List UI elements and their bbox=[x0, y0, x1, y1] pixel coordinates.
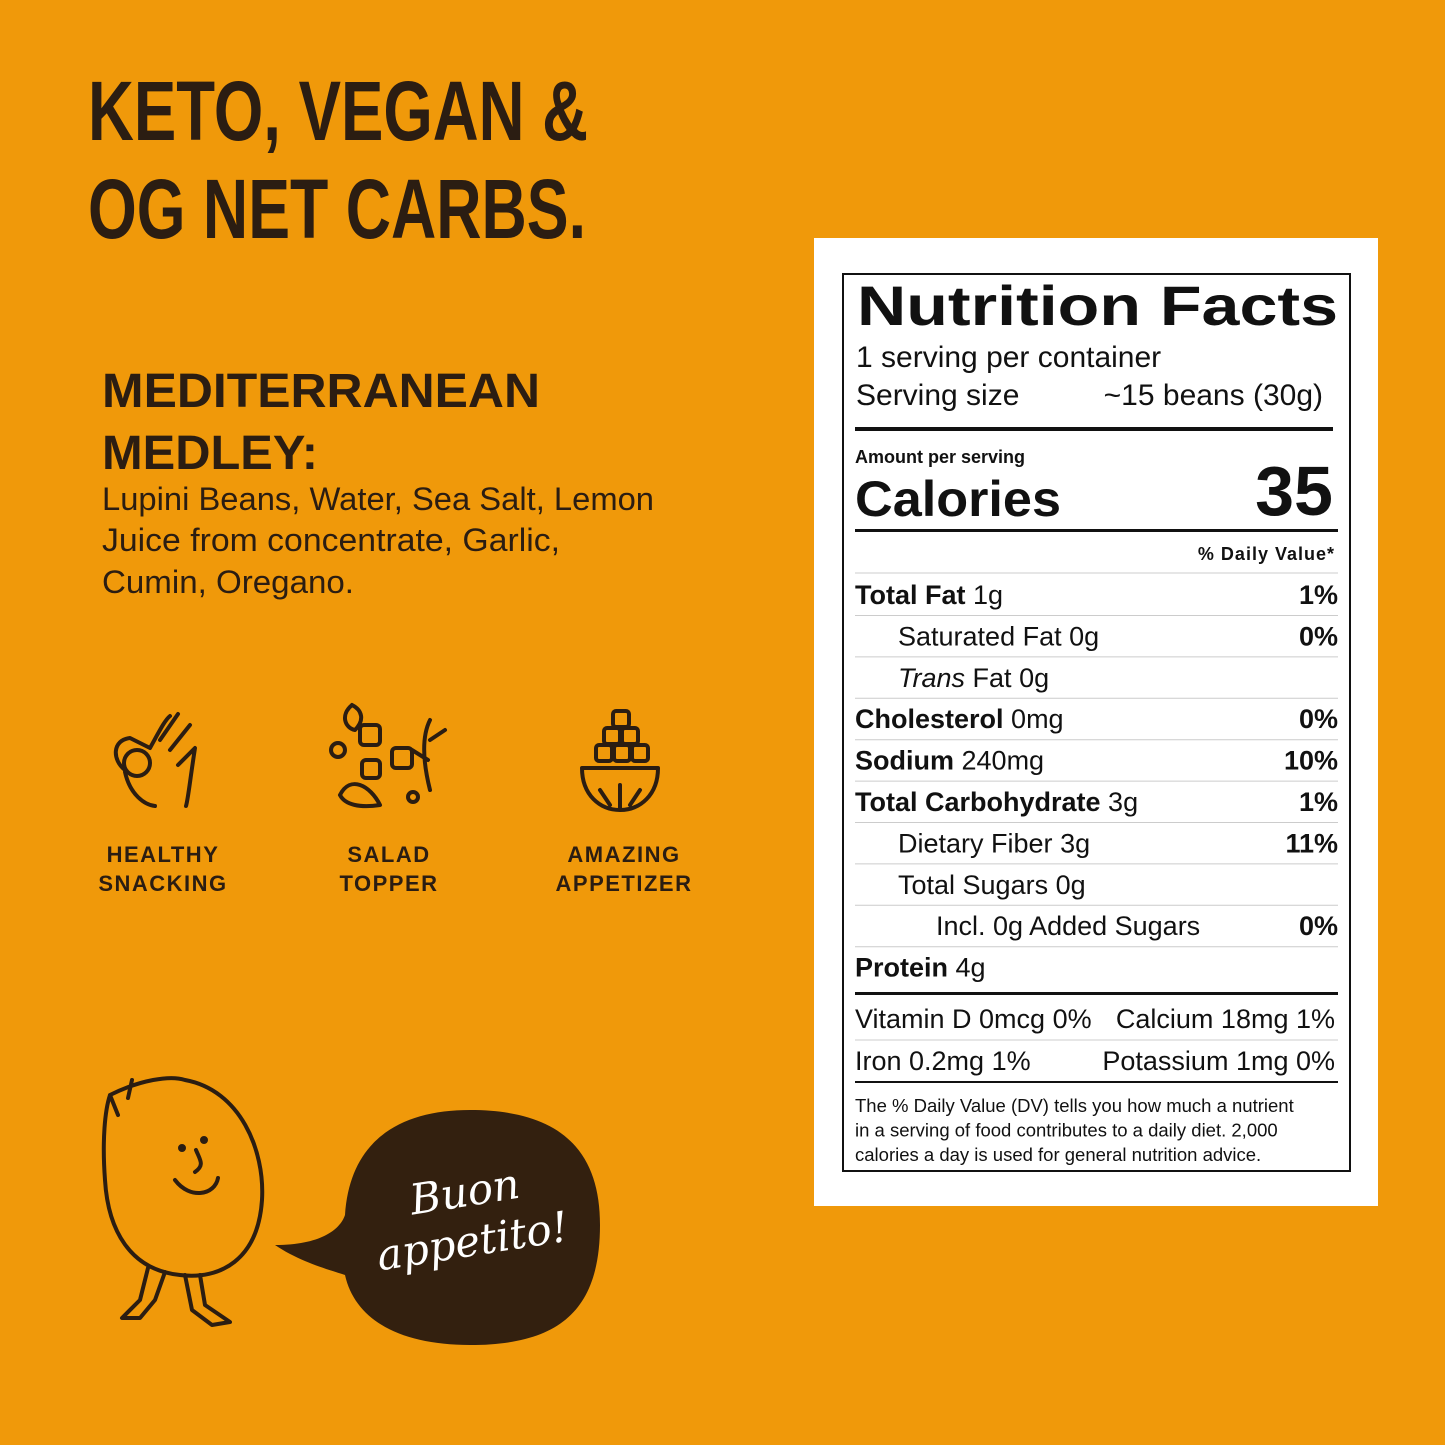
nf-title: Nutrition Facts bbox=[857, 274, 1338, 337]
nf-amount: 0g bbox=[1019, 663, 1049, 693]
nf-dv: 0% bbox=[1299, 621, 1338, 651]
nf-amount: 4g bbox=[956, 953, 986, 983]
uses: HEALTHY SNACKING SALAD TOPPER AMAZING APPETIZ… bbox=[98, 842, 693, 896]
nf-amount: 3g bbox=[1060, 828, 1090, 858]
label-card bbox=[814, 238, 1378, 1206]
nf-calories-label: Calories bbox=[855, 471, 1061, 527]
nf-row: Total Sugars 0g bbox=[898, 870, 1086, 900]
nf-name: Incl. 0g Added Sugars bbox=[936, 911, 1200, 941]
use-label: AMAZING bbox=[567, 842, 680, 867]
nf-micro: Vitamin D 0mcg 0% bbox=[855, 1004, 1092, 1034]
nf-micro: Iron 0.2mg 1% bbox=[855, 1046, 1031, 1076]
salad-icon bbox=[329, 703, 447, 809]
nf-row: Dietary Fiber 3g bbox=[898, 828, 1090, 858]
ingredients-text: Cumin, Oregano. bbox=[102, 564, 354, 600]
nf-italic: Trans bbox=[898, 663, 965, 693]
use-label: SALAD bbox=[347, 842, 430, 867]
nf-dv: 1% bbox=[1299, 787, 1338, 817]
nf-dv: 0% bbox=[1299, 911, 1338, 941]
nf-dv: 11% bbox=[1285, 828, 1338, 858]
nf-name: Total Carbohydrate bbox=[855, 787, 1101, 817]
nf-amount: 3g bbox=[1108, 787, 1138, 817]
label-border bbox=[842, 273, 1351, 1172]
ingredients-title: MEDITERRANEAN bbox=[102, 365, 540, 418]
nf-row: Cholesterol 0mg bbox=[855, 704, 1064, 734]
nf-dv-header: % Daily Value* bbox=[1198, 544, 1335, 564]
use-label: APPETIZER bbox=[556, 871, 693, 896]
bean-character bbox=[101, 1076, 265, 1327]
nf-name: Total Fat bbox=[855, 580, 966, 610]
ingredients-title: MEDLEY: bbox=[102, 427, 318, 480]
nf-amount: 0mg bbox=[1011, 704, 1064, 734]
ingredients-text: Juice from concentrate, Garlic, bbox=[102, 522, 560, 558]
rule bbox=[855, 427, 1333, 431]
speech-bubble bbox=[275, 1110, 600, 1345]
nf-amount: 240mg bbox=[962, 746, 1045, 776]
nf-name: Dietary Fiber bbox=[898, 828, 1053, 858]
nf-serving-label: Serving size bbox=[856, 379, 1019, 412]
rule bbox=[855, 992, 1338, 995]
nf-footnote: The % Daily Value (DV) tells you how muc… bbox=[855, 1095, 1294, 1116]
nf-micro: Potassium 1mg 0% bbox=[1102, 1046, 1335, 1076]
nf-amount: 1g bbox=[973, 580, 1003, 610]
nf-servings: 1 serving per container bbox=[856, 341, 1161, 374]
nf-micro: Calcium 18mg 1% bbox=[1116, 1004, 1335, 1034]
nf-row: Trans Fat 0g bbox=[898, 663, 1049, 693]
ingredients-text: Lupini Beans, Water, Sea Salt, Lemon bbox=[102, 481, 654, 517]
nf-amount: 0g bbox=[1056, 870, 1086, 900]
nf-name: Saturated Fat bbox=[898, 621, 1062, 651]
nf-footnote: calories a day is used for general nutri… bbox=[855, 1144, 1261, 1165]
nf-row: Saturated Fat 0g bbox=[898, 621, 1099, 651]
use-label: HEALTHY bbox=[107, 842, 220, 867]
hand-icon bbox=[113, 712, 197, 808]
nf-name: Fat bbox=[973, 663, 1013, 693]
nf-serving-value: ~15 beans (30g) bbox=[1104, 379, 1323, 412]
nf-dv: 0% bbox=[1299, 704, 1338, 734]
rule bbox=[855, 529, 1338, 532]
nf-row: Sodium 240mg bbox=[855, 746, 1044, 776]
nf-footnote: in a serving of food contributes to a da… bbox=[855, 1120, 1278, 1141]
nf-dv: 10% bbox=[1284, 746, 1338, 776]
nf-calories-value: 35 bbox=[1255, 452, 1333, 530]
headline: OG NET CARBS. bbox=[88, 162, 586, 256]
nf-row: Protein 4g bbox=[855, 953, 986, 983]
nf-name: Total Sugars bbox=[898, 870, 1048, 900]
bowl-icon bbox=[580, 709, 660, 812]
use-label: TOPPER bbox=[339, 871, 438, 896]
nf-name: Cholesterol bbox=[855, 704, 1004, 734]
nf-dv: 1% bbox=[1299, 580, 1338, 610]
nf-row: Incl. 0g Added Sugars bbox=[936, 911, 1200, 941]
nf-amount: 0g bbox=[1069, 621, 1099, 651]
use-label: SNACKING bbox=[98, 871, 227, 896]
nf-amount-label: Amount per serving bbox=[855, 447, 1025, 467]
nf-name: Protein bbox=[855, 953, 948, 983]
nf-row: Total Fat 1g bbox=[855, 580, 1003, 610]
nf-row: Total Carbohydrate 3g bbox=[855, 787, 1138, 817]
headline: KETO, VEGAN & bbox=[88, 64, 588, 158]
nf-name: Sodium bbox=[855, 746, 954, 776]
nutrition-facts: Nutrition Facts 1 serving per container … bbox=[855, 274, 1338, 1165]
